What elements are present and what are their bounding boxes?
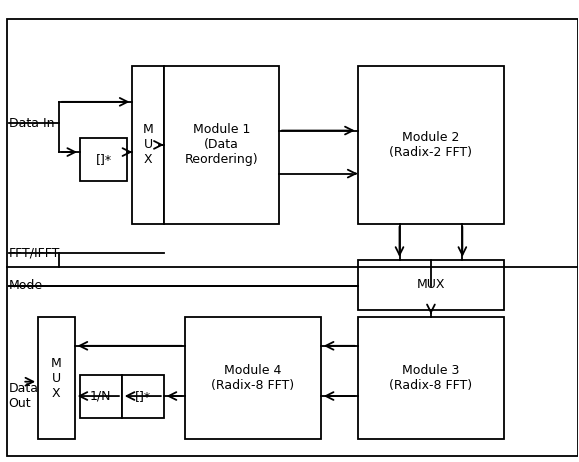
Bar — [38, 317, 75, 439]
Text: Mode: Mode — [9, 279, 43, 292]
Text: Module 3
(Radix-8 FFT): Module 3 (Radix-8 FFT) — [389, 364, 472, 392]
Bar — [122, 375, 164, 418]
Bar — [164, 66, 279, 224]
Bar — [358, 317, 504, 439]
Text: Data In: Data In — [9, 117, 54, 130]
Bar — [358, 260, 504, 310]
Bar — [133, 66, 164, 224]
Bar — [358, 66, 504, 224]
Text: 1/N: 1/N — [90, 389, 112, 402]
Text: []*: []* — [96, 153, 112, 166]
Text: Module 4
(Radix-8 FFT): Module 4 (Radix-8 FFT) — [211, 364, 294, 392]
Text: []*: []* — [135, 389, 151, 402]
Text: M
U
X: M U X — [142, 123, 153, 166]
Bar — [80, 138, 127, 181]
Text: MUX: MUX — [417, 278, 445, 292]
Text: Module 2
(Radix-2 FFT): Module 2 (Radix-2 FFT) — [390, 131, 472, 159]
Bar — [185, 317, 321, 439]
Text: FFT/IFFT: FFT/IFFT — [9, 246, 60, 259]
Bar — [80, 375, 122, 418]
Text: Data
Out: Data Out — [9, 382, 39, 410]
Text: M
U
X: M U X — [51, 357, 62, 400]
Text: Module 1
(Data
Reordering): Module 1 (Data Reordering) — [185, 123, 258, 166]
